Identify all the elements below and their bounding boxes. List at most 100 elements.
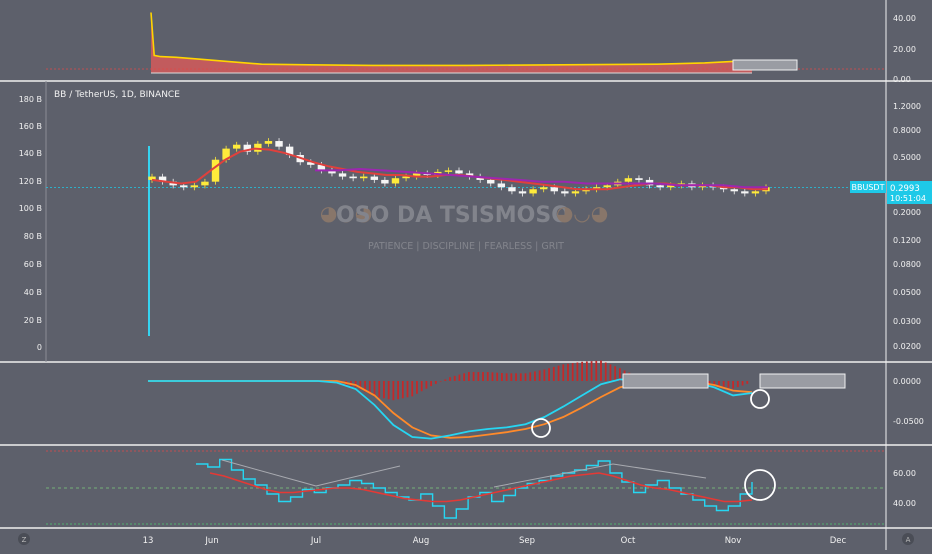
macd-histogram-bar: [387, 381, 390, 400]
macd-histogram-bar: [529, 372, 532, 381]
macd-histogram-bar: [496, 372, 499, 381]
macd-histogram-bar: [741, 381, 744, 386]
candle-body: [148, 176, 156, 180]
macd-histogram-bar: [491, 372, 494, 381]
macd-histogram-bar: [604, 362, 607, 381]
top-tick-label: 0.00: [893, 75, 911, 84]
candle-body: [201, 181, 209, 186]
area-line: [150, 12, 753, 67]
macd-histogram-bar: [406, 381, 409, 398]
candle-body: [243, 144, 251, 152]
volume-tick-label: 140 B: [19, 149, 42, 158]
highlight-circle: [531, 418, 551, 438]
candle-body: [487, 179, 495, 184]
auto-scale-icon[interactable]: A: [902, 533, 914, 545]
macd-histogram-bar: [434, 381, 437, 384]
top-indicator-panel[interactable]: [46, 12, 886, 74]
annotation-box: [622, 373, 709, 389]
macd-histogram-bar: [722, 381, 725, 387]
ma-red-line: [151, 147, 768, 191]
top-tick-label: 40.00: [893, 14, 916, 23]
x-tick-label: Nov: [725, 536, 742, 546]
macd-histogram-bar: [581, 361, 584, 381]
volume-tick-label: 160 B: [19, 122, 42, 131]
macd-histogram-bar: [411, 381, 414, 397]
candle-body: [254, 143, 262, 152]
annotation-box: [732, 59, 798, 71]
macd-histogram-bar: [713, 381, 716, 385]
candle-body: [465, 173, 474, 177]
candle-body: [455, 170, 463, 174]
symbol-info[interactable]: BB / TetherUS, 1D, BINANCE: [54, 90, 180, 100]
annotation-box: [759, 373, 846, 389]
volume-tick-label: 180 B: [19, 95, 42, 104]
price-tick-label: 0.0800: [893, 260, 921, 269]
macd-histogram-bar: [732, 381, 735, 389]
timezone-icon[interactable]: Z: [18, 533, 30, 545]
macd-histogram-bar: [501, 373, 503, 381]
candle-body: [264, 141, 273, 144]
price-tick-label: 1.2000: [893, 102, 921, 111]
macd-histogram-bar: [482, 372, 484, 381]
macd-histogram-bar: [439, 381, 442, 382]
candle-body: [211, 159, 220, 182]
candle-body: [285, 146, 294, 156]
macd-histogram-bar: [505, 373, 508, 381]
candle-body: [444, 170, 453, 172]
svg-text:A: A: [906, 536, 911, 544]
price-tick-label: 0.8000: [893, 126, 921, 135]
candle-body: [603, 185, 611, 188]
macd-histogram-bar: [534, 371, 536, 381]
price-panel[interactable]: [46, 138, 886, 336]
last-price-tag: BBUSDT 0.2993 10:51:04: [850, 181, 932, 204]
x-tick-label: Sep: [519, 536, 535, 546]
volume-tick-label: 120 B: [19, 177, 42, 186]
macd-histogram-bar: [585, 361, 588, 381]
macd-histogram-bar: [510, 373, 513, 381]
macd-histogram-bar: [477, 372, 480, 381]
macd-histogram-bar: [401, 381, 404, 399]
macd-histogram-bar: [519, 373, 522, 381]
trend-line: [612, 463, 707, 479]
volume-tick-label: 0: [37, 343, 42, 352]
rsi-tick-label: 60.00: [893, 469, 916, 478]
trend-line: [493, 463, 614, 488]
candle-body: [667, 185, 675, 188]
macd-histogram-bar: [609, 364, 612, 381]
candle-body: [539, 187, 548, 190]
highlight-circle: [744, 469, 776, 501]
watermark-bear-icon: ◕◡◕: [320, 201, 372, 225]
rsi-panel[interactable]: [46, 450, 886, 525]
macd-histogram-bar: [736, 381, 739, 388]
macd-histogram-bar: [708, 381, 711, 385]
last-price-value: 0.2993: [890, 184, 920, 194]
top-tick-label: 20.00: [893, 45, 916, 54]
candle-body: [349, 176, 357, 179]
macd-histogram-bar: [524, 373, 527, 381]
macd-histogram-bar: [368, 381, 371, 395]
macd-histogram-bar: [567, 363, 569, 381]
trend-line: [315, 465, 401, 487]
highlight-circle: [750, 389, 770, 409]
candle-body: [529, 189, 537, 194]
price-tick-label: 0.2000: [893, 208, 921, 217]
ma-purple-line: [315, 167, 768, 189]
volume-tick-label: 80 B: [24, 232, 42, 241]
candle-body: [561, 191, 569, 194]
x-tick-label: 13: [143, 536, 154, 546]
candle-body: [275, 141, 283, 147]
macd-panel[interactable]: [148, 360, 846, 440]
macd-histogram-bar: [552, 366, 555, 381]
candle-body: [328, 170, 336, 174]
macd-tick-label: 0.0000: [893, 377, 921, 386]
candle-body: [582, 189, 590, 192]
macd-histogram-bar: [590, 361, 593, 381]
macd-histogram-bar: [718, 381, 720, 386]
rsi-ma-line: [209, 472, 753, 503]
watermark-title: OSO DA TSISMOSO: [336, 203, 570, 228]
macd-histogram-bar: [557, 365, 560, 381]
watermark-bear-icon: ◕◡◕: [556, 201, 608, 225]
volume-tick-label: 20 B: [24, 316, 42, 325]
